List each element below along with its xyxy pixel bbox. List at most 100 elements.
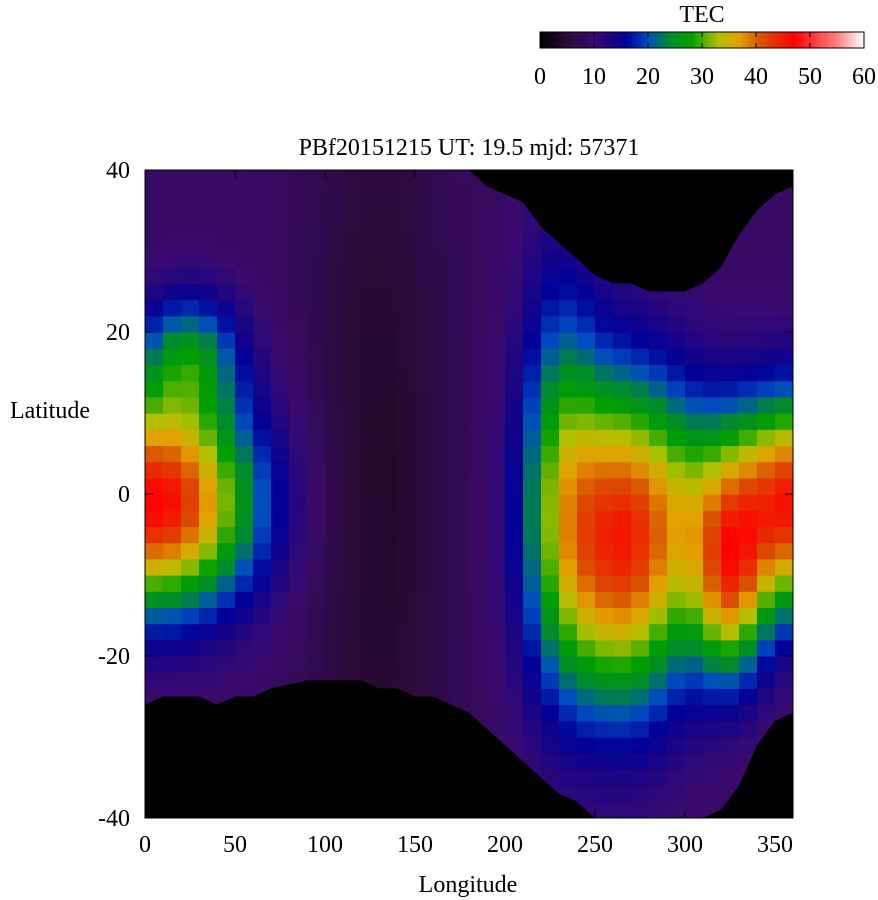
- heatmap-cell: [757, 461, 776, 479]
- heatmap-cell: [757, 477, 776, 495]
- heatmap-cell: [289, 267, 308, 284]
- heatmap-cell: [253, 623, 272, 641]
- heatmap-cell: [271, 315, 290, 333]
- heatmap-cell: [217, 429, 236, 446]
- heatmap-cell: [469, 639, 488, 657]
- heatmap-cell: [307, 558, 326, 576]
- heatmap-cell: [667, 656, 686, 673]
- heatmap-cell: [541, 575, 560, 592]
- heatmap-cell: [703, 623, 722, 641]
- heatmap-cell: [199, 364, 218, 382]
- heatmap-cell: [307, 575, 326, 592]
- heatmap-cell: [631, 704, 650, 722]
- heatmap-cell: [523, 526, 542, 544]
- heatmap-cell: [307, 461, 326, 479]
- heatmap-cell: [163, 202, 182, 220]
- heatmap-cell: [433, 396, 452, 414]
- heatmap-cell: [397, 656, 416, 673]
- heatmap-cell: [343, 445, 362, 463]
- heatmap-cell: [343, 218, 362, 236]
- heatmap-cell: [649, 396, 668, 414]
- heatmap-cell: [307, 591, 326, 608]
- heatmap-cell: [721, 413, 740, 430]
- heatmap-cell: [199, 477, 218, 495]
- heatmap-cell: [559, 477, 578, 495]
- heatmap-cell: [469, 688, 488, 706]
- heatmap-cell: [163, 380, 182, 398]
- heatmap-cell: [595, 315, 614, 333]
- heatmap-cell: [469, 413, 488, 430]
- heatmap-cell: [235, 202, 254, 220]
- heatmap-cell: [685, 639, 704, 657]
- heatmap-cell: [343, 526, 362, 544]
- heatmap-cell: [271, 299, 290, 317]
- heatmap-cell: [163, 396, 182, 414]
- heatmap-cell: [163, 429, 182, 446]
- heatmap-cell: [433, 364, 452, 382]
- heatmap-cell: [199, 413, 218, 430]
- heatmap-cell: [415, 672, 434, 689]
- heatmap-cell: [505, 267, 524, 284]
- heatmap-cell: [577, 413, 596, 430]
- heatmap-cell: [595, 769, 614, 787]
- heatmap-cell: [613, 526, 632, 544]
- heatmap-cell: [667, 477, 686, 495]
- heatmap-cell: [523, 672, 542, 689]
- heatmap-cell: [289, 542, 308, 560]
- heatmap-cell: [451, 283, 470, 301]
- heatmap-cell: [235, 299, 254, 317]
- heatmap-cell: [487, 461, 506, 479]
- heatmap-cell: [775, 348, 793, 365]
- heatmap-cell: [523, 639, 542, 657]
- heatmap-cell: [721, 688, 740, 706]
- heatmap-cell: [703, 720, 722, 738]
- heatmap-cell: [343, 656, 362, 673]
- heatmap-cell: [307, 396, 326, 414]
- heatmap-cell: [145, 364, 164, 382]
- heatmap-cell: [487, 218, 506, 236]
- heatmap-cell: [325, 251, 344, 268]
- heatmap-cell: [145, 461, 164, 479]
- heatmap-cell: [541, 639, 560, 657]
- heatmap-cell: [289, 445, 308, 463]
- heatmap-cell: [289, 234, 308, 252]
- heatmap-cell: [145, 429, 164, 446]
- heatmap-cell: [271, 202, 290, 220]
- heatmap-cell: [577, 461, 596, 479]
- heatmap-cell: [451, 186, 470, 203]
- heatmap-cell: [235, 267, 254, 284]
- heatmap-cell: [343, 299, 362, 317]
- heatmap-cell: [631, 656, 650, 673]
- heatmap-cell: [487, 202, 506, 220]
- heatmap-cell: [703, 477, 722, 495]
- heatmap-cell: [163, 234, 182, 252]
- heatmap-cell: [577, 380, 596, 398]
- heatmap-cell: [505, 202, 524, 220]
- heatmap-cell: [397, 413, 416, 430]
- heatmap-cell: [379, 218, 398, 236]
- heatmap-cell: [235, 494, 254, 511]
- heatmap-cell: [343, 364, 362, 382]
- heatmap-cell: [667, 445, 686, 463]
- heatmap-cell: [703, 429, 722, 446]
- heatmap-cell: [145, 218, 164, 236]
- heatmap-cell: [379, 607, 398, 625]
- heatmap-cell: [217, 461, 236, 479]
- heatmap-cell: [433, 283, 452, 301]
- heatmap-cell: [613, 429, 632, 446]
- heatmap-cell: [163, 251, 182, 268]
- heatmap-cell: [379, 494, 398, 511]
- heatmap-cell: [649, 380, 668, 398]
- heatmap-cell: [685, 510, 704, 527]
- heatmap-cell: [577, 526, 596, 544]
- heatmap-cell: [253, 672, 272, 689]
- heatmap-cell: [343, 267, 362, 284]
- heatmap-cell: [289, 656, 308, 673]
- heatmap-cell: [325, 607, 344, 625]
- heatmap-cell: [361, 558, 380, 576]
- heatmap-cell: [271, 558, 290, 576]
- heatmap-cell: [181, 542, 200, 560]
- heatmap-cell: [541, 526, 560, 544]
- heatmap-cell: [523, 332, 542, 349]
- heatmap-cell: [703, 591, 722, 608]
